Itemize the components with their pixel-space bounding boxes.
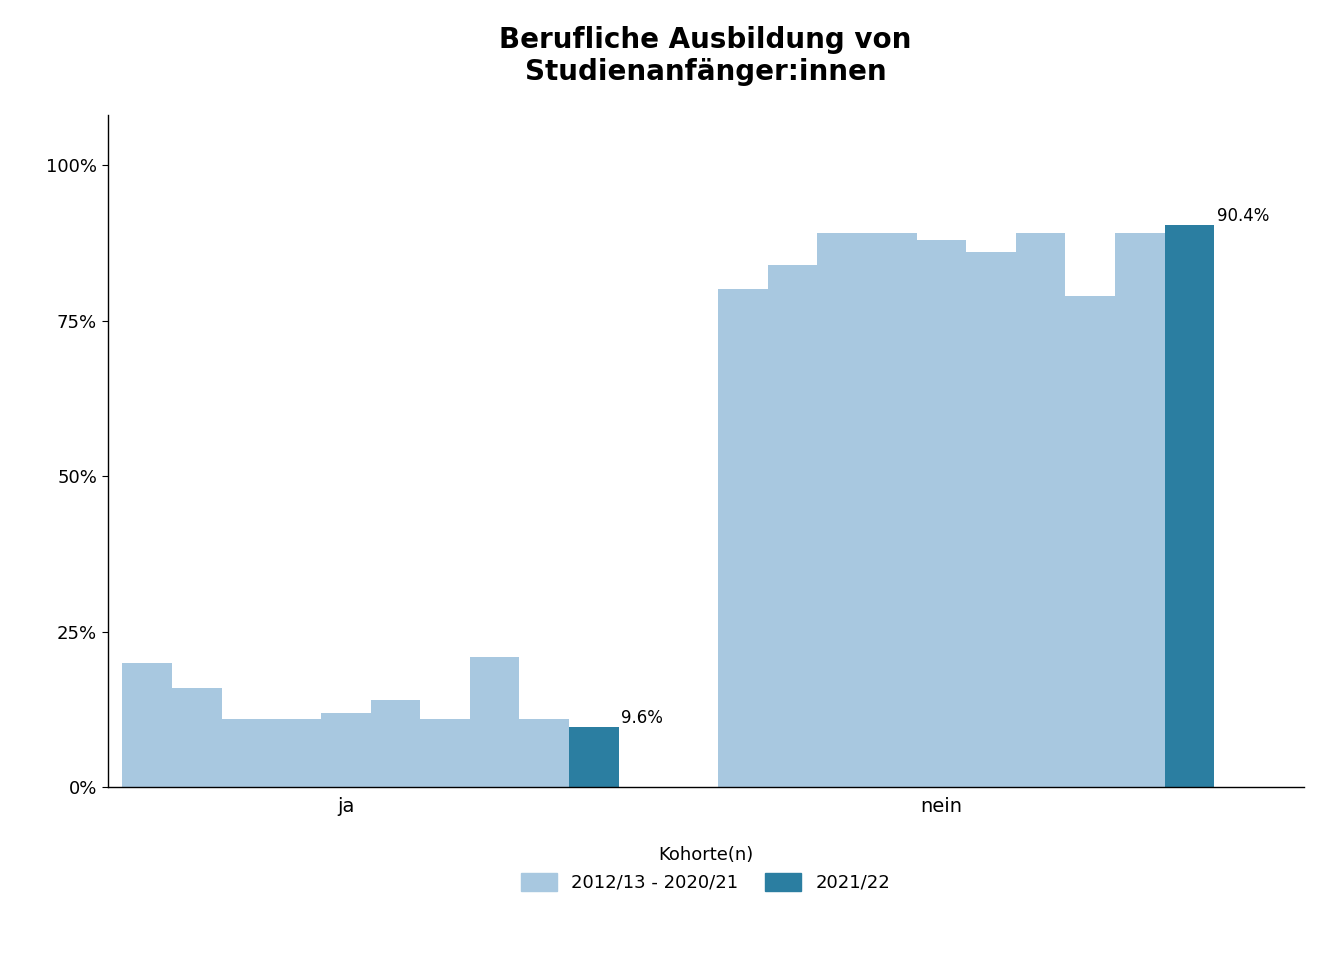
Bar [867, 233, 917, 787]
Bar [767, 265, 817, 787]
Bar [1165, 225, 1215, 787]
Bar [421, 719, 470, 787]
Legend: 2012/13 - 2020/21, 2021/22: 2012/13 - 2020/21, 2021/22 [513, 838, 898, 900]
Bar [321, 712, 371, 787]
Text: 90.4%: 90.4% [1216, 206, 1269, 225]
Bar [718, 289, 767, 787]
Bar [1016, 233, 1066, 787]
Bar [917, 240, 966, 787]
Bar [470, 657, 520, 787]
Bar [172, 687, 222, 787]
Text: 9.6%: 9.6% [621, 709, 663, 728]
Bar [222, 719, 271, 787]
Bar [520, 719, 569, 787]
Bar [1066, 296, 1116, 787]
Bar [966, 252, 1016, 787]
Bar [371, 700, 421, 787]
Bar [122, 662, 172, 787]
Title: Berufliche Ausbildung von
Studienanfänger:innen: Berufliche Ausbildung von Studienanfänge… [500, 26, 911, 86]
Bar [817, 233, 867, 787]
Bar [1116, 233, 1165, 787]
Bar [569, 728, 618, 787]
Bar [271, 719, 321, 787]
